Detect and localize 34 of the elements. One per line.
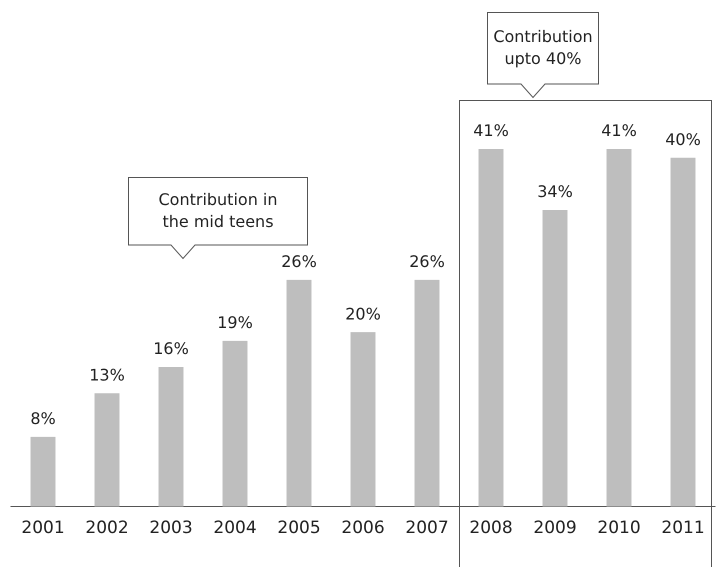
x-tick-label: 2009 [533,518,577,538]
x-tick-label: 2006 [341,518,385,538]
bar [478,149,504,507]
data-label: 26% [409,252,445,271]
x-tick-label: 2007 [405,518,449,538]
data-label: 13% [89,365,125,384]
data-label: 16% [153,339,189,358]
bar [350,332,376,507]
bar [158,367,184,507]
annotation: Contribution in the mid teens [157,189,278,233]
x-tick-label: 2004 [213,518,257,538]
bar [606,149,632,507]
speech-bubble: Contribution upto 40% [487,12,599,98]
data-label: 41% [473,121,509,140]
data-label: 19% [217,313,253,332]
bar [542,210,568,507]
x-tick-label: 2002 [85,518,129,538]
x-tick-label: 2003 [149,518,193,538]
x-tick-label: 2011 [661,518,705,538]
bar [30,436,56,507]
x-tick-label: 2005 [277,518,321,538]
data-label: 41% [601,121,637,140]
bar [286,280,312,507]
x-tick-label: 2008 [469,518,513,538]
bar [94,393,120,507]
x-tick-label: 2001 [21,518,65,538]
bar [670,158,696,507]
x-tick-label: 2010 [597,518,641,538]
bar [414,280,440,507]
data-label: 20% [345,304,381,324]
data-label: 40% [665,130,701,149]
data-label: 34% [537,182,573,202]
bar [222,340,248,507]
data-label: 8% [30,408,56,428]
